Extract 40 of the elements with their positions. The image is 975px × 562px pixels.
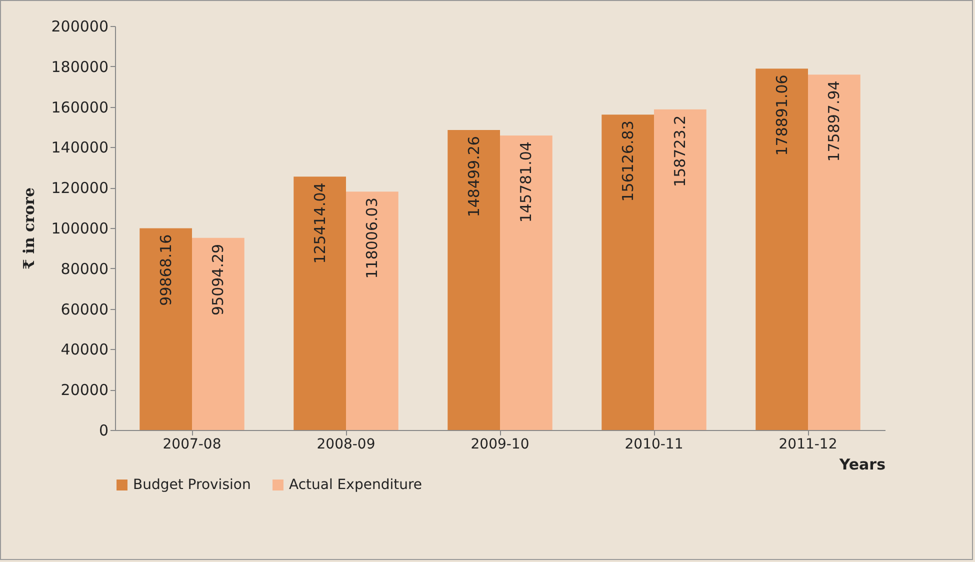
x-tick-label: 2009-10 [470, 436, 530, 452]
data-label: 99868.16 [156, 234, 175, 306]
bar [192, 238, 244, 430]
y-tick-label: 20000 [60, 381, 108, 400]
data-label: 145781.04 [517, 142, 536, 223]
data-label: 158723.2 [671, 115, 690, 187]
y-tick-label: 0 [98, 422, 108, 440]
x-tick-label: 2010-11 [624, 436, 684, 452]
y-tick-label: 40000 [60, 340, 108, 359]
y-tick-label: 120000 [51, 179, 108, 198]
bar [756, 68, 808, 430]
y-tick-label: 180000 [51, 58, 108, 76]
data-label: 175897.94 [825, 80, 844, 162]
bar [294, 176, 346, 430]
bar [448, 130, 500, 430]
bar [140, 228, 192, 430]
data-label: 156126.83 [618, 120, 637, 202]
data-label: 148499.26 [464, 136, 483, 218]
data-label: 118006.03 [363, 198, 382, 279]
x-tick-label: 2007-08 [162, 436, 222, 452]
bar [808, 74, 860, 430]
data-label: 178891.06 [772, 74, 791, 156]
x-tick-label: 2011-12 [778, 436, 838, 452]
y-axis-title: ₹ in crore [20, 188, 38, 270]
y-tick-label: 100000 [51, 220, 108, 238]
data-label: 95094.29 [209, 244, 228, 316]
y-tick-label: 160000 [51, 98, 108, 116]
bar [346, 192, 398, 430]
y-tick-label: 60000 [60, 300, 108, 318]
y-tick-label: 140000 [51, 138, 108, 157]
legend-label: Actual Expenditure [289, 477, 422, 493]
bar [602, 114, 654, 430]
data-label: 125414.04 [310, 182, 329, 264]
bar [500, 136, 552, 430]
legend-label: Budget Provision [133, 477, 251, 493]
x-tick-label: 2008-09 [316, 436, 376, 452]
bar [654, 109, 706, 430]
y-tick-label: 80000 [60, 260, 108, 278]
x-axis-title: Years [838, 456, 886, 474]
y-tick-label: 200000 [51, 18, 108, 36]
